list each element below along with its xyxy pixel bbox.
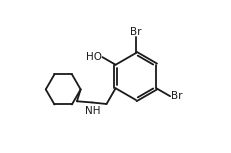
Text: Br: Br (171, 91, 182, 101)
Text: Br: Br (130, 27, 142, 37)
Text: NH: NH (85, 106, 101, 116)
Text: HO: HO (86, 52, 102, 62)
